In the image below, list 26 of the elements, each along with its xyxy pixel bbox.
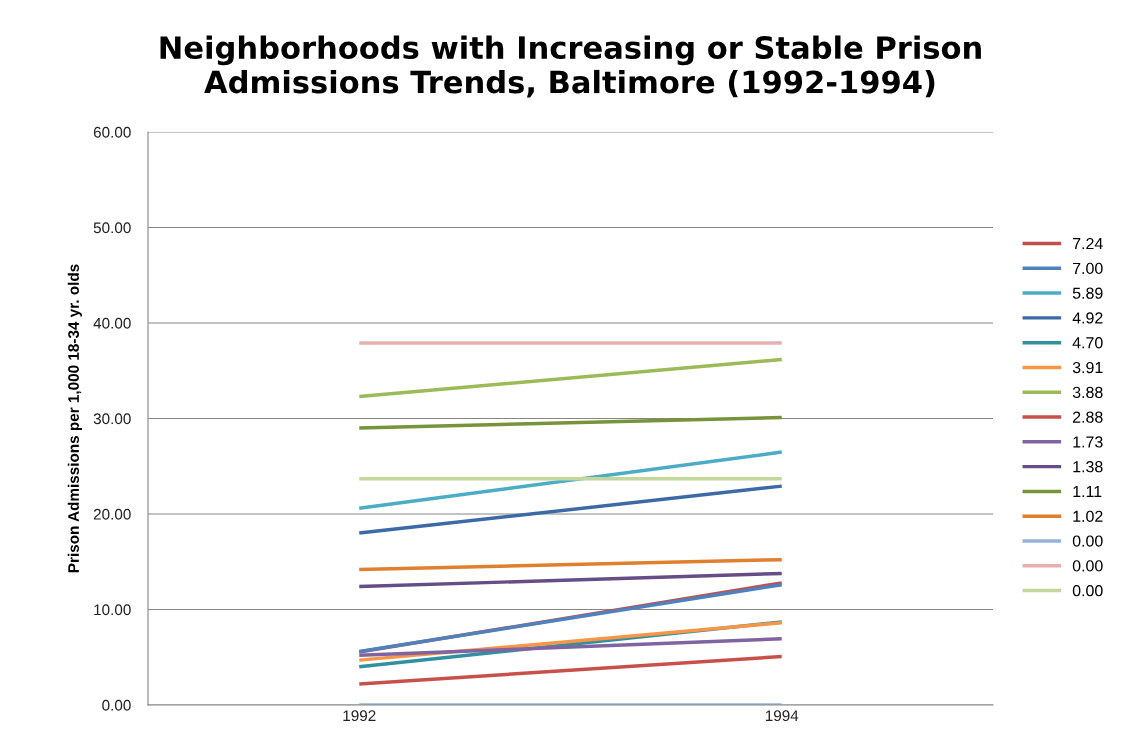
legend-label: 1.38 xyxy=(1073,461,1103,473)
legend-label: 1.02 xyxy=(1073,510,1103,522)
legend-label: 7.24 xyxy=(1073,237,1103,250)
legend-label: 0.00 xyxy=(1072,560,1103,572)
y-tick-label: 0.00 xyxy=(102,699,131,711)
y-tick-label: 10.00 xyxy=(94,604,131,616)
legend-label: 5.89 xyxy=(1072,287,1103,299)
legend-label: 4.70 xyxy=(1072,337,1103,349)
x-tick-label: 1994 xyxy=(765,710,799,722)
legend-label: 3.91 xyxy=(1072,361,1103,374)
legend-label: 0.00 xyxy=(1072,535,1103,547)
legend-label: 0.00 xyxy=(1072,585,1103,597)
y-axis-title: Prison Admissions per 1,000 18-34 yr. olds xyxy=(67,264,82,573)
legend-label: 3.88 xyxy=(1072,386,1103,398)
legend-label: 1.73 xyxy=(1073,436,1103,448)
legend-label: 2.88 xyxy=(1073,411,1103,423)
x-tick-label: 1992 xyxy=(343,710,376,722)
y-tick-label: 60.00 xyxy=(93,126,131,138)
legend-label: 1.11 xyxy=(1073,486,1102,498)
y-tick-label: 40.00 xyxy=(93,317,131,329)
legend-label: 7.00 xyxy=(1073,262,1103,275)
chart-title: Neighborhoods with Increasing or Stable Prison Admissions Trends, Baltimore (1992-1994) xyxy=(160,35,981,98)
y-tick-label: 50.00 xyxy=(93,222,131,234)
legend-label: 4.92 xyxy=(1072,312,1103,324)
y-tick-label: 30.00 xyxy=(93,413,131,425)
y-tick-label: 20.00 xyxy=(93,508,131,520)
